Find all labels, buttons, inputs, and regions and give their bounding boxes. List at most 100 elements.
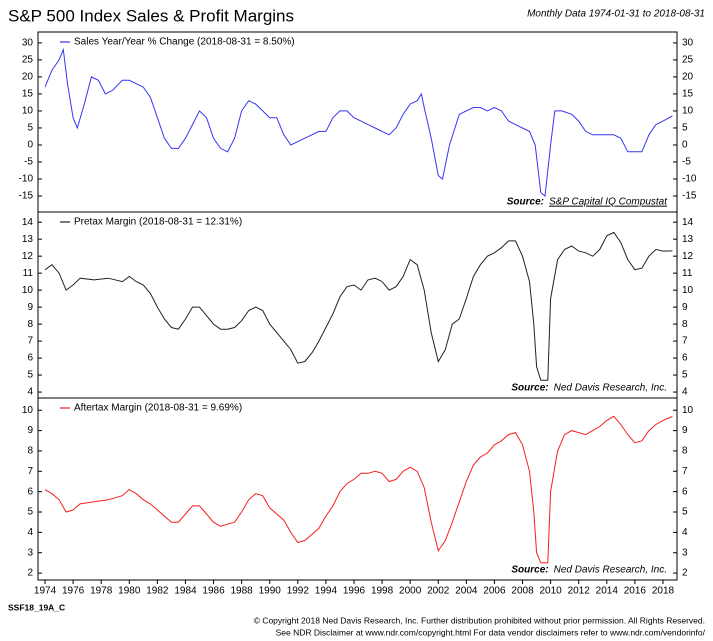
y-tick-label-right: 9 xyxy=(682,425,688,436)
y-tick-label-right: 4 xyxy=(682,387,688,398)
x-tick-label: 2006 xyxy=(483,586,506,597)
y-tick-label: -10 xyxy=(19,174,34,185)
copyright: © Copyright 2018 Ned Davis Research, Inc… xyxy=(254,615,705,625)
y-tick-label: 6 xyxy=(27,353,33,364)
y-tick-label: 30 xyxy=(22,38,34,49)
x-tick-label: 1984 xyxy=(174,586,197,597)
x-tick-label: 1994 xyxy=(315,586,338,597)
source: Ned Davis Research, Inc. xyxy=(554,565,667,576)
y-tick-label: 13 xyxy=(22,234,34,245)
x-tick-label: 1980 xyxy=(118,586,141,597)
source-label: Source: xyxy=(511,565,548,576)
y-tick-label: 8 xyxy=(27,446,33,457)
chart-subtitle: Monthly Data 1974-01-31 to 2018-08-31 xyxy=(527,9,705,20)
x-tick-label: 2018 xyxy=(652,586,675,597)
x-tick-label: 2016 xyxy=(624,586,647,597)
source: Ned Davis Research, Inc. xyxy=(554,383,667,394)
x-tick-label: 1996 xyxy=(343,586,366,597)
y-tick-label-right: 8 xyxy=(682,319,688,330)
y-tick-label-right: -15 xyxy=(682,191,697,202)
y-tick-label: 11 xyxy=(23,268,34,279)
panel xyxy=(37,31,678,213)
y-tick-label: -15 xyxy=(19,191,34,202)
y-tick-label-right: 5 xyxy=(682,123,688,134)
chart-code: SSF18_19A_C xyxy=(8,602,65,612)
source: S&P Capital IQ Compustat xyxy=(549,197,668,208)
legend-label: Pretax Margin (2018-08-31 = 12.31%) xyxy=(74,217,242,228)
y-tick-label-right: 7 xyxy=(682,466,688,477)
y-tick-label-right: -10 xyxy=(682,174,697,185)
y-tick-label-right: -5 xyxy=(682,157,691,168)
y-tick-label: 6 xyxy=(27,486,33,497)
y-tick-label: 5 xyxy=(27,507,33,518)
y-tick-label: 9 xyxy=(27,302,33,313)
y-tick-label-right: 30 xyxy=(682,38,694,49)
x-tick-label: 2000 xyxy=(399,586,422,597)
legend-label: Sales Year/Year % Change (2018-08-31 = 8… xyxy=(74,37,295,48)
y-tick-label-right: 5 xyxy=(682,370,688,381)
x-tick-label: 1976 xyxy=(62,586,85,597)
y-tick-label-right: 0 xyxy=(682,140,688,151)
y-tick-label-right: 6 xyxy=(682,353,688,364)
legend-label: Aftertax Margin (2018-08-31 = 9.69%) xyxy=(74,403,242,414)
y-tick-label: 4 xyxy=(27,387,33,398)
x-tick-label: 1998 xyxy=(371,586,394,597)
y-tick-label: 15 xyxy=(22,89,34,100)
y-tick-label: 7 xyxy=(27,466,33,477)
panel xyxy=(37,397,678,581)
y-tick-label-right: 3 xyxy=(682,547,688,558)
y-tick-label-right: 25 xyxy=(682,55,694,66)
y-tick-label-right: 8 xyxy=(682,446,688,457)
y-tick-label-right: 13 xyxy=(682,234,694,245)
chart-title: S&P 500 Index Sales & Profit Margins xyxy=(8,6,294,25)
y-tick-label: 25 xyxy=(22,55,34,66)
x-tick-label: 2008 xyxy=(511,586,534,597)
y-tick-label: 5 xyxy=(27,370,33,381)
data-line xyxy=(44,231,673,381)
y-tick-label-right: 10 xyxy=(682,106,694,117)
source-label: Source: xyxy=(511,383,548,394)
y-tick-label-right: 20 xyxy=(682,72,694,83)
y-tick-label: 8 xyxy=(27,319,33,330)
source-label: Source: xyxy=(507,197,544,208)
x-tick-label: 1978 xyxy=(90,586,113,597)
x-tick-label: 1982 xyxy=(146,586,169,597)
y-tick-label-right: 14 xyxy=(682,217,694,228)
y-tick-label-right: 7 xyxy=(682,336,688,347)
x-tick-label: 2012 xyxy=(568,586,591,597)
disclaimer: See NDR Disclaimer at www.ndr.com/copyri… xyxy=(276,627,706,637)
y-tick-label: 9 xyxy=(27,425,33,436)
data-line xyxy=(44,415,673,564)
y-tick-label-right: 2 xyxy=(682,568,688,579)
y-tick-label: 10 xyxy=(22,405,34,416)
y-tick-label: 4 xyxy=(27,527,33,538)
y-tick-label: 2 xyxy=(27,568,33,579)
x-tick-label: 1986 xyxy=(202,586,225,597)
y-tick-label: 10 xyxy=(22,106,34,117)
x-tick-label: 2004 xyxy=(455,586,478,597)
y-tick-label-right: 15 xyxy=(682,89,694,100)
y-tick-label-right: 11 xyxy=(682,268,693,279)
x-tick-label: 1988 xyxy=(231,586,254,597)
y-tick-label: 5 xyxy=(27,123,33,134)
y-tick-label-right: 4 xyxy=(682,527,688,538)
y-tick-label: 10 xyxy=(22,285,34,296)
x-tick-label: 2002 xyxy=(427,586,450,597)
y-tick-label: 7 xyxy=(27,336,33,347)
y-tick-label: 0 xyxy=(27,140,33,151)
x-tick-label: 2014 xyxy=(596,586,619,597)
panel xyxy=(37,211,678,399)
y-tick-label-right: 10 xyxy=(682,285,694,296)
x-tick-label: 1990 xyxy=(259,586,282,597)
y-tick-label: 14 xyxy=(22,217,34,228)
y-tick-label-right: 9 xyxy=(682,302,688,313)
y-tick-label-right: 5 xyxy=(682,507,688,518)
y-tick-label-right: 10 xyxy=(682,405,694,416)
y-tick-label: -5 xyxy=(24,157,33,168)
y-tick-label-right: 12 xyxy=(682,251,694,262)
y-tick-label-right: 6 xyxy=(682,486,688,497)
data-line xyxy=(44,47,673,197)
y-tick-label: 20 xyxy=(22,72,34,83)
x-tick-label: 1974 xyxy=(34,586,57,597)
